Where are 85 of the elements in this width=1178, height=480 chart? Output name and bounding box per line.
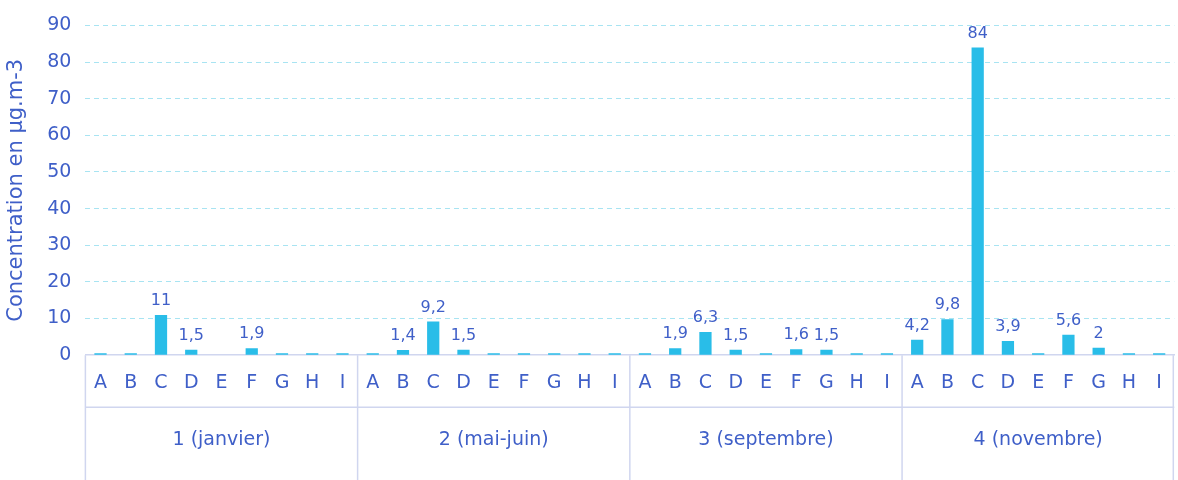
x-tick-label: E [1032, 369, 1045, 392]
y-tick-label: 20 [47, 268, 72, 291]
x-tick-label: E [487, 369, 500, 392]
text: 3 (septembre) [698, 427, 834, 450]
x-tick-label: A [366, 369, 380, 392]
bar [669, 348, 682, 355]
x-tick-label: C [426, 369, 440, 392]
x-tick-label: C [698, 369, 713, 392]
data-label: 84 [967, 22, 988, 42]
data-label: 3,9 [995, 316, 1021, 336]
bar [457, 349, 470, 355]
x-tick-label: B [396, 369, 410, 392]
x-tick-label: G [546, 369, 562, 392]
data-label: 1,9 [239, 323, 265, 343]
x-tick-label: D [183, 369, 199, 392]
x-tick-label: C [971, 369, 985, 392]
x-tick-label: A [638, 369, 652, 392]
data-label: 6,3 [692, 307, 719, 327]
x-tick-label: F [518, 369, 530, 392]
x-tick-label: B [668, 369, 682, 392]
bar [1062, 334, 1075, 355]
text: 2 (mai-juin) [438, 427, 549, 450]
y-tick-label: 10 [47, 305, 72, 328]
bar [1092, 347, 1105, 355]
data-label: 9,8 [934, 294, 961, 314]
x-tick-label: H [305, 369, 320, 392]
x-tick-label: I [884, 369, 890, 392]
y-tick-label: 30 [47, 232, 72, 255]
bar [245, 348, 258, 355]
bar [971, 47, 984, 355]
x-tick-label: B [940, 369, 954, 392]
x-tick-label: G [819, 369, 834, 392]
y-tick-label: 50 [47, 158, 72, 181]
x-tick-label: F [790, 369, 802, 392]
x-tick-label: D [456, 369, 471, 392]
y-tick-label: 70 [47, 85, 72, 108]
x-tick-label: A [94, 369, 107, 392]
data-label: 1,4 [390, 325, 416, 345]
x-tick-label: G [274, 369, 290, 392]
x-tick-label: F [246, 369, 258, 392]
y-tick-label: 90 [47, 12, 72, 35]
x-tick-label: D [728, 369, 744, 392]
y-tick-label: 60 [47, 122, 72, 145]
x-tick-label: B [124, 369, 138, 392]
bar [729, 349, 742, 355]
bar [427, 321, 440, 355]
x-tick-label: I [611, 369, 618, 392]
y-tick-label: 0 [59, 342, 72, 365]
data-label: 5,6 [1055, 309, 1082, 329]
data-label: 1,5 [722, 324, 749, 344]
y-tick-label: 80 [47, 48, 72, 71]
bar [154, 314, 168, 355]
data-label: 1,5 [178, 324, 204, 344]
data-label: 1,5 [450, 324, 477, 344]
x-tick-label: A [910, 369, 924, 392]
bar [185, 349, 198, 355]
bar [396, 350, 410, 355]
data-label: 1,9 [662, 323, 688, 343]
y-tick-label: 40 [47, 195, 72, 218]
x-tick-label: F [1062, 369, 1074, 392]
bar [790, 349, 803, 355]
x-tick-label: I [1156, 369, 1162, 392]
bar [1001, 340, 1015, 355]
x-tick-label: E [215, 369, 228, 392]
text: 1 (janvier) [172, 427, 271, 450]
data-label: 1,6 [783, 324, 809, 344]
data-label: 11 [150, 290, 172, 310]
bar [911, 339, 924, 355]
x-tick-label: H [849, 369, 864, 392]
x-tick-label: E [759, 369, 772, 392]
data-label: 9,2 [420, 296, 446, 316]
data-label: 1,5 [813, 324, 840, 344]
x-tick-label: H [577, 369, 592, 392]
x-tick-label: I [339, 369, 346, 392]
text: 4 (novembre) [973, 427, 1103, 450]
x-tick-label: D [1000, 369, 1016, 392]
data-label: 2 [1093, 323, 1104, 343]
x-tick-label: C [154, 369, 168, 392]
y-axis-title: Concentration en µg.m-3 [3, 58, 28, 322]
bar [941, 319, 954, 355]
x-tick-label: H [1121, 369, 1137, 392]
x-tick-label: G [1091, 369, 1107, 392]
bar [699, 332, 712, 355]
bar [820, 349, 833, 355]
data-label: 4,2 [904, 314, 930, 334]
